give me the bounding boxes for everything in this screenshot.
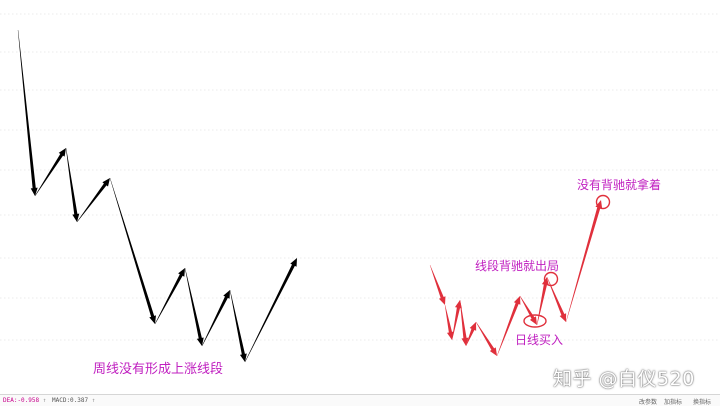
series-0-segment-4 [109,177,156,324]
series-1-segment-7 [519,295,537,325]
dea-arrow-icon: ↑ [42,397,47,404]
marker-layer [523,194,611,328]
series-1-segment-4 [465,322,477,347]
series-0-segment-7 [201,290,230,347]
series-0-segment-1 [34,148,66,197]
edit-params-button[interactable]: 改参数 [639,399,658,406]
series-0-segment-3 [76,178,110,223]
change-indicator-button[interactable]: 换指标 [693,399,712,406]
dea-value: DEA:-0.958 [3,397,40,404]
dea-readout: DEA:-0.958 ↑ [3,397,46,404]
series-1-segment-0 [429,264,446,305]
series-1-segment-2 [451,300,462,341]
series-0-segment-8 [229,289,247,362]
grid-lines [0,13,720,341]
series-layer [17,29,603,363]
add-indicator-button[interactable]: 加指标 [664,399,683,406]
series-1-segment-8 [536,277,549,326]
annotation-daily-buy: 日线买入 [515,333,563,347]
annotation-segment-exit: 线段背驰就出局 [475,258,559,273]
annotation-layer: 周线没有形成上涨线段 线段背驰就出局 没有背驰就拿着 日线买入 [93,177,661,377]
series-0-segment-9 [244,258,297,363]
series-0-segment-5 [154,268,185,325]
macd-arrow-icon: ↑ [91,397,96,404]
series-0-segment-0 [17,29,38,197]
macd-readout: MACD:0.387 ↑ [52,397,95,404]
macd-value: MACD:0.387 [52,397,89,404]
series-1-segment-9 [546,276,567,322]
series-1-segment-1 [444,304,454,340]
series-1-segment-3 [459,299,469,346]
series-1-segment-10 [565,200,603,323]
series-1-segment-6 [496,296,521,357]
annotation-weekly: 周线没有形成上涨线段 [93,362,223,377]
indicator-bar: DEA:-0.958 ↑ MACD:0.387 ↑ 改参数 加指标 换指标 [0,394,720,406]
annotation-hold: 没有背驰就拿着 [577,177,661,192]
series-0-segment-2 [65,147,80,222]
segment-exit-circle [543,271,559,287]
watermark: 知乎 @白仪520 [553,368,695,390]
series-1-segment-5 [475,321,497,356]
chart-canvas: 周线没有形成上涨线段 线段背驰就出局 没有背驰就拿着 日线买入 [0,13,720,377]
series-0-segment-6 [184,267,204,346]
hold-circle [595,194,611,210]
daily-buy-circle [523,314,547,328]
